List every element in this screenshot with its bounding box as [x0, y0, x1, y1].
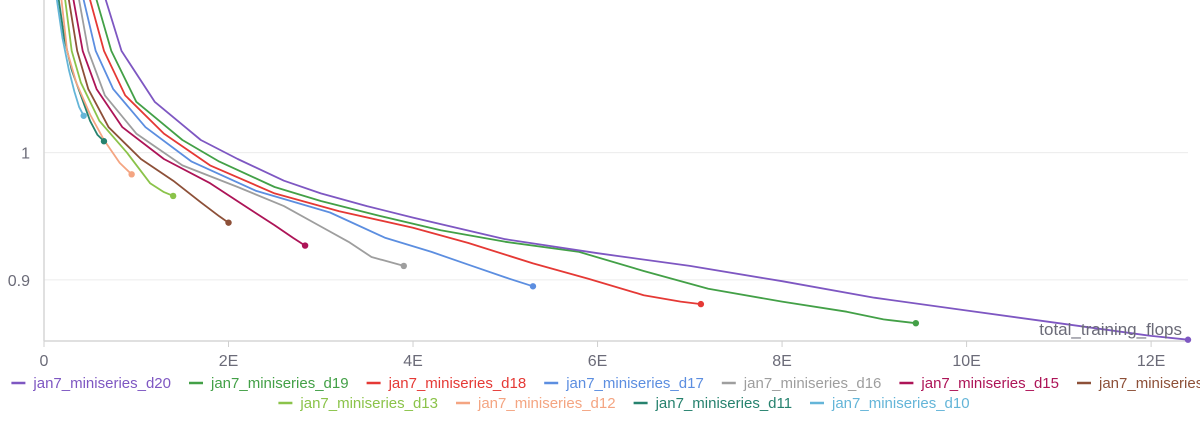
legend-item[interactable]: jan7_miniseries_d14: [1077, 375, 1200, 392]
legend-item[interactable]: jan7_miniseries_d19: [189, 375, 349, 392]
series-endpoint-jan7-miniseries-d19: [912, 319, 920, 327]
series-lines: [56, 0, 1189, 341]
x-tick-label: 10E: [952, 353, 980, 370]
x-tick-label: 4E: [403, 353, 423, 370]
legend-label: jan7_miniseries_d12: [477, 395, 616, 412]
series-line-jan7-miniseries-d18: [89, 0, 702, 305]
legend-item[interactable]: jan7_miniseries_d20: [11, 375, 171, 392]
legend-label: jan7_miniseries_d16: [743, 375, 882, 392]
y-tick-label: 0.9: [8, 273, 30, 290]
series-endpoints: [80, 112, 1192, 343]
legend-item[interactable]: jan7_miniseries_d17: [544, 375, 704, 392]
legend-item[interactable]: jan7_miniseries_d13: [278, 395, 438, 412]
x-tick-label: 8E: [772, 353, 792, 370]
series-endpoint-jan7-miniseries-d15: [301, 242, 309, 249]
x-tick-label: 12E: [1137, 353, 1165, 370]
legend-label: jan7_miniseries_d19: [210, 375, 349, 392]
legend: jan7_miniseries_d20 jan7_miniseries_d19 ja…: [11, 375, 1200, 412]
series-line-jan7-miniseries-d12: [60, 0, 133, 176]
legend-item[interactable]: jan7_miniseries_d18: [366, 375, 527, 392]
series-endpoint-jan7-miniseries-d14: [225, 219, 232, 226]
legend-label: jan7_miniseries_d17: [565, 375, 704, 392]
legend-label: jan7_miniseries_d20: [32, 375, 171, 392]
legend-label: jan7_miniseries_d14: [1098, 375, 1200, 392]
series-line-jan7-miniseries-d19: [95, 0, 917, 325]
series-line-jan7-miniseries-d15: [72, 0, 306, 247]
legend-label: jan7_miniseries_d18: [388, 375, 527, 392]
x-tick-label: 6E: [588, 353, 608, 370]
series-line-jan7-miniseries-d20: [104, 0, 1189, 341]
series-line-jan7-miniseries-d14: [68, 0, 230, 224]
legend-item[interactable]: jan7_miniseries_d15: [899, 375, 1059, 392]
series-line-jan7-miniseries-d16: [78, 0, 405, 267]
series-endpoint-jan7-miniseries-d12: [128, 171, 135, 178]
series-endpoint-jan7-miniseries-d10: [80, 112, 87, 119]
legend-item[interactable]: jan7_miniseries_d16: [721, 375, 882, 392]
series-endpoint-jan7-miniseries-d20: [1184, 336, 1192, 343]
legend-item[interactable]: jan7_miniseries_d11: [633, 395, 792, 412]
x-axis-title: total_training_flops: [1039, 320, 1182, 339]
series-line-jan7-miniseries-d10: [56, 0, 85, 117]
series-endpoint-jan7-miniseries-d11: [100, 138, 108, 145]
legend-label: jan7_miniseries_d10: [831, 395, 970, 412]
legend-item[interactable]: jan7_miniseries_d12: [456, 395, 616, 412]
series-endpoint-jan7-miniseries-d13: [169, 192, 177, 200]
legend-item[interactable]: jan7_miniseries_d10: [810, 395, 970, 412]
legend-label: jan7_miniseries_d15: [920, 375, 1059, 392]
series-endpoint-jan7-miniseries-d16: [400, 262, 408, 270]
x-tick-label: 0: [40, 353, 49, 370]
y-tick-label: 1: [21, 146, 30, 163]
legend-label: jan7_miniseries_d13: [299, 395, 438, 412]
series-line-jan7-miniseries-d11: [57, 0, 105, 143]
axes: 1 0.9 0 2E 4E 6E 8E 10E 12E: [8, 0, 1188, 370]
legend-label: jan7_miniseries_d11: [655, 395, 792, 412]
series-endpoint-jan7-miniseries-d18: [697, 300, 705, 308]
grid: [44, 152, 1188, 281]
series-line-jan7-miniseries-d17: [82, 0, 534, 288]
series-line-jan7-miniseries-d13: [64, 0, 175, 197]
x-tick-label: 2E: [219, 353, 239, 370]
series-endpoint-jan7-miniseries-d17: [529, 283, 537, 290]
